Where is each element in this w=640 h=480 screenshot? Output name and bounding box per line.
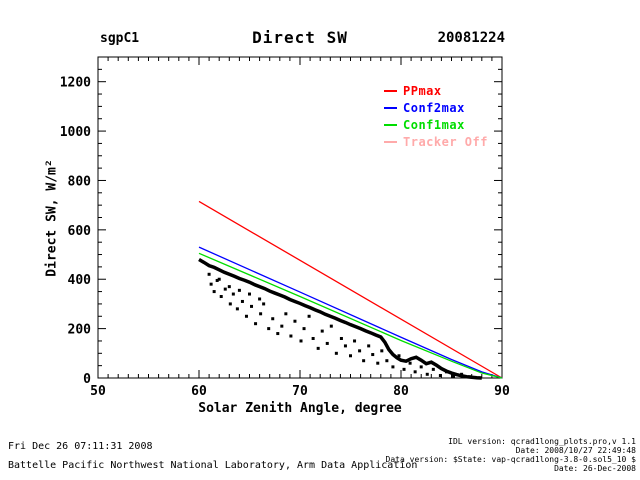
legend-label: Conf2max	[403, 100, 465, 115]
site-label: sgpC1	[100, 31, 140, 46]
svg-text:90: 90	[494, 384, 510, 399]
legend-item-conf1max: Conf1max	[384, 116, 488, 133]
svg-text:800: 800	[68, 174, 92, 189]
legend-item-conf2max: Conf2max	[384, 99, 488, 116]
data-date-text: Date: 26-Dec-2008	[554, 464, 636, 473]
svg-text:60: 60	[191, 384, 207, 399]
legend: PPmax Conf2max Conf1max Tracker Off	[384, 82, 488, 150]
organization-text: Battelle Pacific Northwest National Labo…	[8, 460, 418, 471]
data-version-text: Data version: $State: vap-qcrad1long-3.8…	[385, 455, 636, 464]
svg-text:50: 50	[90, 384, 106, 399]
idl-date-text: Date: 2008/10/27 22:49:48	[515, 446, 636, 455]
legend-dash-icon	[384, 123, 397, 126]
plot-title: Direct SW	[252, 28, 348, 47]
svg-text:400: 400	[68, 273, 92, 288]
svg-text:1000: 1000	[60, 125, 91, 140]
legend-item-ppmax: PPmax	[384, 82, 488, 99]
legend-label: PPmax	[403, 83, 442, 98]
legend-dash-icon	[384, 89, 397, 92]
date-label: 20081224	[437, 30, 505, 46]
version-info-block: IDL version: qcrad1long_plots.pro,v 1.1 …	[386, 437, 636, 473]
legend-label: Tracker Off	[403, 134, 488, 149]
legend-dash-icon	[384, 106, 397, 109]
idl-version-text: IDL version: qcrad1long_plots.pro,v 1.1	[448, 437, 636, 446]
timestamp-text: Fri Dec 26 07:11:31 2008	[8, 441, 153, 452]
svg-text:80: 80	[393, 384, 409, 399]
x-axis-label: Solar Zenith Angle, degree	[198, 401, 402, 416]
legend-label: Conf1max	[403, 117, 465, 132]
y-axis-label: Direct SW, W/m²	[44, 159, 60, 277]
svg-text:600: 600	[68, 224, 92, 239]
legend-item-tracker-off: Tracker Off	[384, 133, 488, 150]
svg-text:70: 70	[292, 384, 308, 399]
svg-text:0: 0	[83, 372, 91, 387]
svg-text:1200: 1200	[60, 76, 91, 91]
svg-text:200: 200	[68, 323, 92, 338]
legend-dash-icon	[384, 140, 397, 143]
